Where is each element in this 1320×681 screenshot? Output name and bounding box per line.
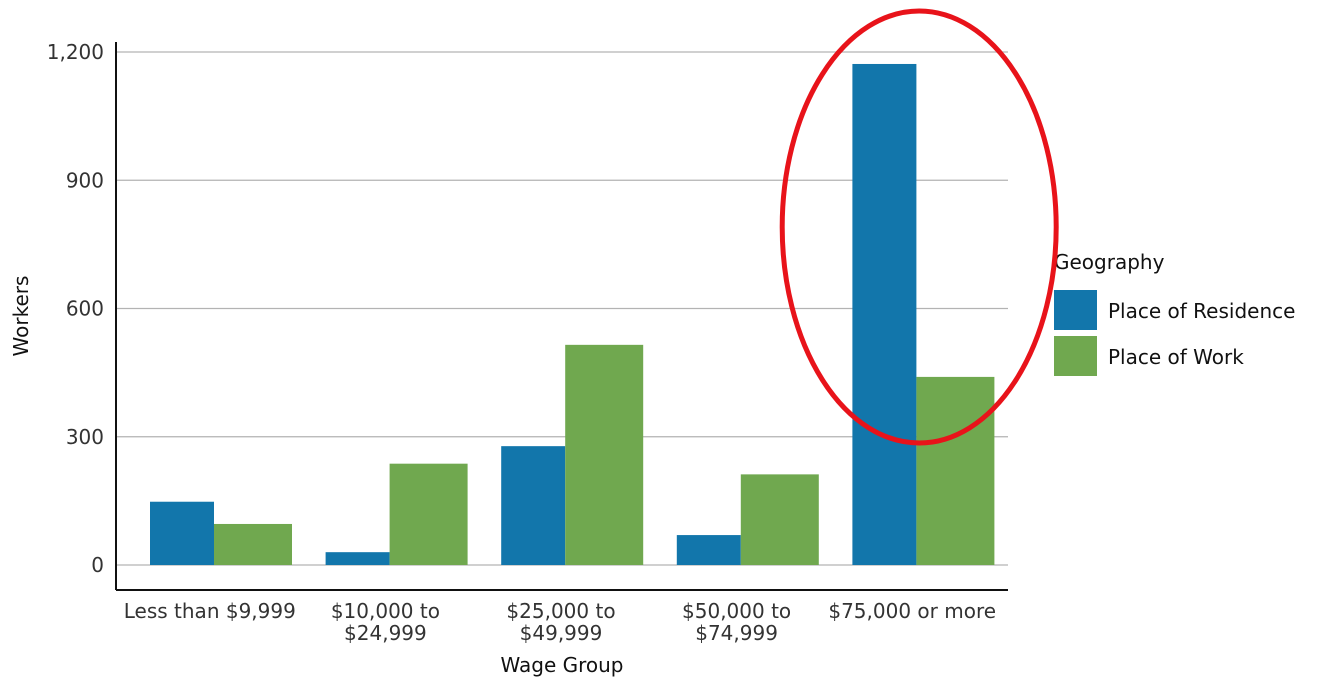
bar-place-of-work-1	[389, 463, 468, 565]
y-tick-labels: 0 300 600 900 1,200	[47, 40, 104, 577]
legend-title: Geography	[1054, 250, 1165, 274]
x-tick-label: $75,000 or more	[828, 599, 996, 623]
x-tick-label: $10,000 to	[331, 599, 440, 623]
x-tick-label: $50,000 to	[682, 599, 791, 623]
x-tick-labels: Less than $9,999 $10,000 to$24,999 $25,000…	[124, 599, 996, 645]
bar-place-of-work-3	[740, 474, 819, 565]
bar-place-of-residence-1	[325, 552, 390, 565]
legend: Geography Place of Residence Place of Wor…	[1054, 250, 1295, 376]
x-tick-label: $24,999	[344, 621, 427, 645]
x-tick-label: $49,999	[520, 621, 603, 645]
bars	[150, 63, 995, 565]
x-tick-label: $74,999	[695, 621, 778, 645]
legend-label: Place of Work	[1108, 345, 1244, 369]
bar-place-of-work-2	[565, 344, 644, 565]
y-tick-label: 1,200	[47, 40, 104, 64]
legend-swatch	[1054, 290, 1097, 330]
legend-label: Place of Residence	[1108, 299, 1295, 323]
y-tick-label: 600	[66, 297, 104, 321]
y-tick-label: 300	[66, 425, 104, 449]
bar-place-of-residence-0	[150, 501, 214, 565]
bar-place-of-residence-4	[852, 63, 917, 565]
highlight-ellipse	[779, 8, 1059, 446]
y-axis-label: Workers	[9, 276, 33, 357]
axes	[115, 42, 1008, 591]
y-tick-label: 0	[91, 553, 104, 577]
annotation	[779, 8, 1059, 446]
x-tick-label: $25,000 to	[506, 599, 615, 623]
legend-swatch	[1054, 336, 1097, 376]
bar-place-of-work-4	[916, 376, 995, 565]
bar-place-of-residence-2	[501, 446, 566, 565]
x-tick-label: Less than $9,999	[124, 599, 296, 623]
x-axis-label: Wage Group	[501, 653, 624, 677]
y-tick-label: 900	[66, 168, 104, 192]
bar-place-of-work-0	[214, 523, 292, 565]
legend-items: Place of Residence Place of Work	[1054, 290, 1295, 376]
bar-place-of-residence-3	[676, 535, 741, 565]
